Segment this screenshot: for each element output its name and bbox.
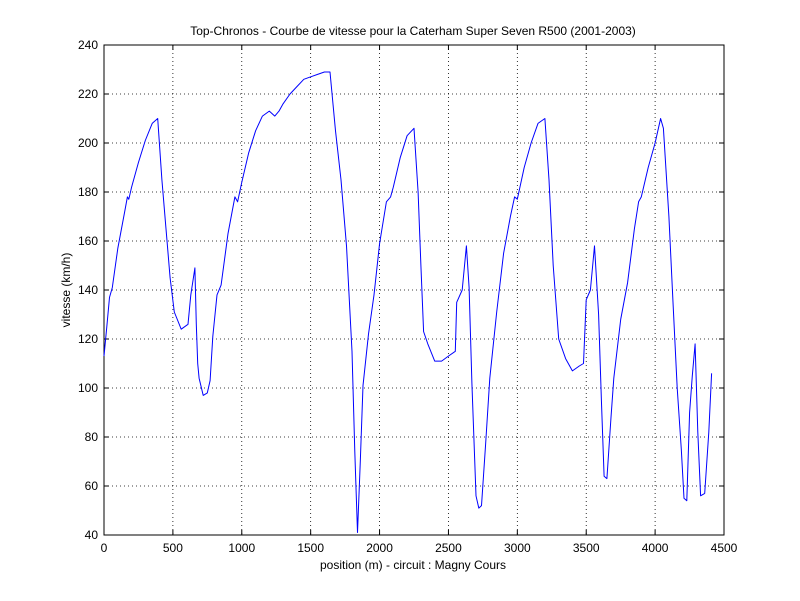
y-tick-label: 120 — [78, 332, 98, 346]
x-tick-label: 0 — [101, 541, 108, 555]
y-tick-label: 240 — [78, 38, 98, 52]
x-tick-label: 2000 — [366, 541, 393, 555]
speed-series-line — [103, 71, 713, 533]
y-tick-labels: 40 60 80 100 120 140 160 180 200 220 240 — [78, 38, 98, 542]
axis-ticks — [103, 44, 725, 536]
y-tick-label: 100 — [78, 381, 98, 395]
x-axis-label: position (m) - circuit : Magny Cours — [320, 558, 506, 572]
y-tick-label: 60 — [85, 479, 99, 493]
y-tick-label: 40 — [85, 528, 99, 542]
y-tick-label: 80 — [85, 430, 99, 444]
x-tick-labels: 0 500 1000 1500 2000 2500 3000 3500 4000 4500 — [101, 541, 738, 555]
y-tick-label: 180 — [78, 185, 98, 199]
chart-title: Top-Chronos - Courbe de vitesse pour la … — [190, 24, 636, 38]
x-tick-label: 1500 — [297, 541, 324, 555]
grid — [104, 45, 724, 535]
x-tick-label: 3000 — [504, 541, 531, 555]
x-tick-label: 3500 — [573, 541, 600, 555]
x-tick-label: 1000 — [228, 541, 255, 555]
y-axis-label: vitesse (km/h) — [59, 253, 73, 328]
y-tick-label: 220 — [78, 87, 98, 101]
x-tick-label: 2500 — [435, 541, 462, 555]
x-tick-label: 4500 — [711, 541, 738, 555]
y-tick-label: 200 — [78, 136, 98, 150]
x-tick-label: 4000 — [642, 541, 669, 555]
y-tick-label: 160 — [78, 234, 98, 248]
x-tick-label: 500 — [163, 541, 183, 555]
y-tick-label: 140 — [78, 283, 98, 297]
